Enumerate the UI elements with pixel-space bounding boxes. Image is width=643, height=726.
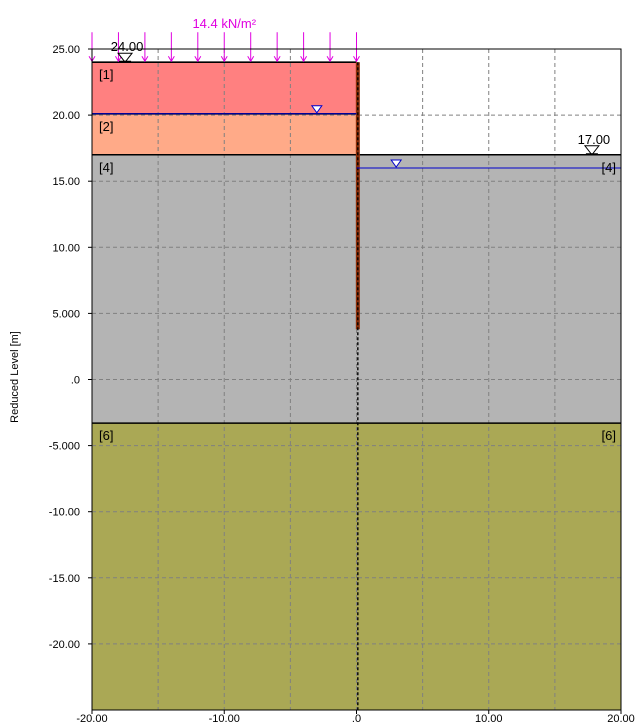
ground-level-left-marker-icon: [117, 52, 134, 64]
layer-label-right: [4]: [602, 160, 616, 175]
layer-label: [1]: [99, 67, 113, 82]
load-arrow-head-icon: [194, 55, 202, 63]
load-arrow-head-icon: [115, 55, 122, 63]
x-tick-label: -10.00: [209, 713, 240, 725]
y-tick-label: .0: [71, 375, 80, 387]
y-tick-label: 5.000: [52, 308, 80, 320]
water-tables: [92, 105, 621, 169]
layer-label-right: [6]: [602, 428, 616, 443]
y-tick-label: 15.00: [52, 176, 80, 188]
ground-level-right-label: 17.00: [578, 132, 611, 147]
y-tick-label: 20.00: [52, 110, 80, 122]
grid: [92, 49, 621, 710]
layer-labels: 24.00 17.00 [1] [2] [4] [4] [6] [6]: [99, 39, 616, 443]
load-arrow-head-icon: [353, 55, 360, 63]
ground-level-left-label: 24.00: [111, 39, 144, 54]
surcharge-label: 14.4 kN/m²: [192, 16, 256, 31]
y-tick-label: -15.00: [49, 573, 80, 585]
water-table-left-marker-icon: [310, 105, 323, 114]
load-arrow-head-icon: [300, 55, 308, 63]
plot-frame: [91, 48, 622, 711]
sheet-pile-wall: [355, 62, 360, 710]
surcharge-load: 14.4 kN/m²: [88, 16, 360, 63]
layer-label: [2]: [99, 119, 113, 134]
water-table-right-marker-icon: [390, 159, 403, 168]
wall-body: [355, 62, 360, 330]
load-arrow-head-icon: [220, 55, 228, 63]
x-tick-label: 20.00: [607, 713, 635, 725]
load-arrow-head-icon: [273, 55, 281, 63]
y-tick-label: 25.00: [52, 44, 80, 56]
y-tick-label: -20.00: [49, 639, 80, 651]
layer-label: [4]: [99, 160, 113, 175]
load-arrow-head-icon: [167, 55, 175, 63]
axis-ticks: -20.00 -10.00 .0 10.00 20.00 25.00 20.00 15.00 1…: [49, 44, 635, 725]
layer-label: [6]: [99, 428, 113, 443]
y-axis-title: Reduced Level [m]: [9, 331, 21, 423]
load-arrow-head-icon: [326, 55, 334, 63]
y-tick-label: 10.00: [52, 242, 80, 254]
x-tick-label: -20.00: [76, 713, 107, 725]
load-arrow-head-icon: [247, 55, 255, 63]
ground-level-right-marker-icon: [583, 145, 600, 156]
y-tick-label: -10.00: [49, 507, 80, 519]
x-tick-label: 10.00: [475, 713, 503, 725]
y-tick-label: -5.000: [49, 441, 80, 453]
load-arrow-head-icon: [141, 55, 149, 63]
x-tick-label: .0: [352, 713, 361, 725]
